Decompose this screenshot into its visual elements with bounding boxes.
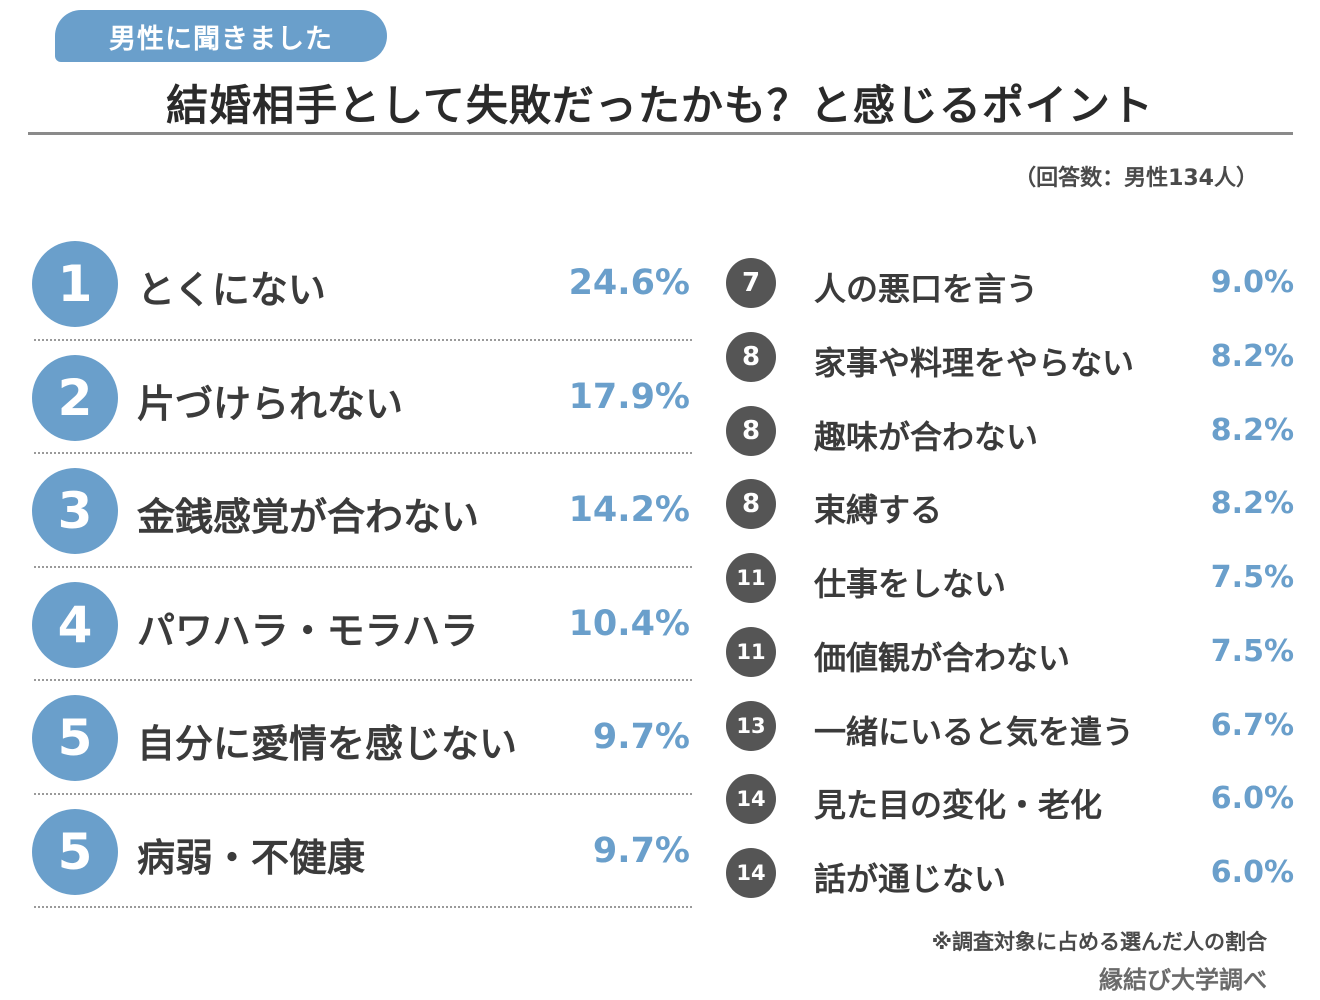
- ranking-row: 7 人の悪口を言う 9.0%: [724, 248, 1294, 322]
- item-label: 人の悪口を言う: [814, 270, 1039, 308]
- rank-badge: 1: [32, 241, 118, 327]
- item-percentage: 7.5%: [1210, 633, 1294, 669]
- item-percentage: 24.6%: [568, 263, 690, 303]
- item-label: とくにない: [137, 268, 326, 312]
- rank-badge: 7: [726, 258, 776, 308]
- dotted-divider: [34, 338, 692, 341]
- item-percentage: 8.2%: [1210, 338, 1294, 374]
- item-percentage: 8.2%: [1210, 412, 1294, 448]
- item-label: 価値観が合わない: [814, 638, 1071, 677]
- item-label: パワハラ・モラハラ: [137, 608, 479, 653]
- respondent-count: （回答数：男性134人）: [1014, 166, 1258, 191]
- ranking-row: 13 一緒にいると気を遣う 6.7%: [724, 691, 1294, 765]
- item-percentage: 9.0%: [1210, 265, 1294, 300]
- item-percentage: 17.9%: [568, 376, 690, 417]
- rank-badge: 3: [32, 468, 118, 554]
- ranking-row: 11 仕事をしない 7.5%: [724, 543, 1294, 617]
- footnote: ※調査対象に占める選んだ人の割合: [931, 930, 1267, 954]
- rank-badge: 2: [32, 354, 118, 441]
- ranking-list-top: 1 とくにない 24.6% 2 片づけられない 17.9% 3 金銭感覚が合わな…: [30, 227, 692, 908]
- item-label: 話が通じない: [814, 860, 1007, 898]
- ranking-row: 3 金銭感覚が合わない 14.2%: [30, 454, 692, 568]
- dotted-divider: [34, 452, 692, 454]
- dotted-divider: [34, 565, 692, 568]
- item-percentage: 10.4%: [568, 603, 690, 644]
- item-label: 仕事をしない: [814, 565, 1007, 603]
- title-divider: [28, 132, 1293, 135]
- rank-badge: 4: [32, 581, 118, 668]
- rank-badge: 5: [32, 695, 118, 781]
- item-label: 一緒にいると気を遣う: [814, 712, 1135, 751]
- dotted-divider: [34, 679, 692, 681]
- rank-badge: 8: [726, 331, 776, 382]
- item-percentage: 9.7%: [592, 717, 690, 757]
- ranking-row: 11 価値観が合わない 7.5%: [724, 617, 1294, 691]
- ranking-row: 4 パワハラ・モラハラ 10.4%: [30, 568, 692, 681]
- ranking-row: 14 見た目の変化・老化 6.0%: [724, 764, 1294, 838]
- item-label: 自分に愛情を感じない: [137, 722, 518, 766]
- ranking-row: 2 片づけられない 17.9%: [30, 341, 692, 454]
- ranking-list-rest: 7 人の悪口を言う 9.0% 8 家事や料理をやらない 8.2% 8 趣味が合わ…: [724, 248, 1294, 912]
- rank-badge: 14: [726, 848, 776, 898]
- item-percentage: 6.7%: [1210, 707, 1294, 743]
- item-percentage: 14.2%: [568, 490, 690, 530]
- item-label: 束縛する: [814, 491, 943, 530]
- rank-badge: 11: [726, 553, 776, 603]
- item-label: 病弱・不健康: [137, 835, 366, 880]
- item-label: 家事や料理をやらない: [814, 343, 1135, 382]
- item-label: 趣味が合わない: [814, 417, 1039, 456]
- ranking-row: 5 病弱・不健康 9.7%: [30, 795, 692, 908]
- item-percentage: 8.2%: [1210, 486, 1294, 522]
- item-percentage: 9.7%: [592, 830, 690, 871]
- ranking-row: 1 とくにない 24.6%: [30, 227, 692, 341]
- item-percentage: 6.0%: [1210, 781, 1294, 817]
- dotted-divider: [34, 792, 692, 795]
- rank-badge: 13: [726, 700, 776, 751]
- item-label: 金銭感覚が合わない: [137, 495, 480, 539]
- rank-badge: 8: [726, 479, 776, 530]
- item-percentage: 7.5%: [1210, 560, 1294, 595]
- category-tag: 男性に聞きました: [55, 10, 387, 62]
- rank-badge: 14: [726, 774, 776, 825]
- ranking-row: 8 趣味が合わない 8.2%: [724, 396, 1294, 470]
- dotted-divider: [34, 906, 692, 908]
- ranking-row: 5 自分に愛情を感じない 9.7%: [30, 681, 692, 795]
- item-label: 片づけられない: [137, 381, 404, 426]
- chart-title: 結婚相手として失敗だったかも？と感じるポイント: [166, 81, 1154, 130]
- item-percentage: 6.0%: [1210, 855, 1294, 890]
- item-label: 見た目の変化・老化: [814, 786, 1103, 825]
- rank-badge: 11: [726, 626, 776, 677]
- source-credit: 縁結び大学調べ: [1099, 966, 1267, 994]
- rank-badge: 8: [726, 405, 776, 456]
- rank-badge: 5: [32, 808, 118, 895]
- ranking-row: 14 話が通じない 6.0%: [724, 838, 1294, 912]
- ranking-row: 8 束縛する 8.2%: [724, 469, 1294, 543]
- ranking-row: 8 家事や料理をやらない 8.2%: [724, 322, 1294, 396]
